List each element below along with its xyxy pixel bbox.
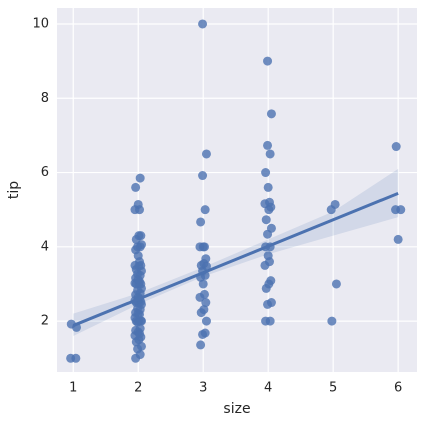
- point: [201, 149, 211, 159]
- point: [198, 242, 208, 252]
- point: [331, 279, 341, 289]
- plot-area: [57, 8, 417, 372]
- point: [261, 168, 271, 178]
- point: [200, 289, 210, 299]
- point: [327, 316, 337, 326]
- point: [199, 305, 209, 315]
- point: [196, 217, 206, 227]
- point: [198, 329, 208, 339]
- y-axis-label: tip: [6, 181, 22, 199]
- point: [263, 140, 273, 150]
- point: [266, 109, 276, 119]
- point: [131, 182, 141, 192]
- x-tick-label: 5: [329, 381, 337, 396]
- point: [261, 215, 271, 225]
- point: [136, 231, 146, 241]
- y-tick-label: 8: [41, 91, 49, 106]
- y-tick-label: 10: [32, 16, 49, 31]
- point: [133, 199, 143, 209]
- point: [263, 56, 273, 66]
- x-tick-label: 1: [69, 381, 77, 396]
- point: [266, 298, 276, 308]
- x-tick-label: 4: [264, 381, 272, 396]
- point: [201, 298, 211, 308]
- point: [330, 199, 340, 209]
- x-tick-label: 3: [199, 381, 207, 396]
- x-tick-label: 2: [134, 381, 142, 396]
- y-tick-label: 6: [41, 165, 49, 180]
- x-axis-label: size: [223, 401, 250, 417]
- point: [393, 234, 403, 244]
- point: [263, 251, 273, 261]
- point: [391, 142, 401, 152]
- point: [196, 340, 206, 350]
- y-tick-label: 2: [41, 314, 49, 329]
- point: [266, 223, 276, 233]
- point: [201, 316, 211, 326]
- point: [266, 276, 276, 286]
- point: [198, 171, 208, 181]
- confidence-band: [73, 168, 399, 336]
- point: [263, 182, 273, 192]
- x-tick-label: 6: [394, 381, 402, 396]
- point: [135, 173, 145, 183]
- point: [71, 353, 81, 363]
- point: [264, 197, 274, 207]
- point: [200, 205, 210, 215]
- y-tick-label: 4: [41, 239, 49, 254]
- regression-line: [72, 191, 399, 327]
- point: [198, 19, 208, 29]
- point: [265, 316, 275, 326]
- point: [201, 254, 211, 264]
- point: [265, 149, 275, 159]
- point: [396, 205, 406, 215]
